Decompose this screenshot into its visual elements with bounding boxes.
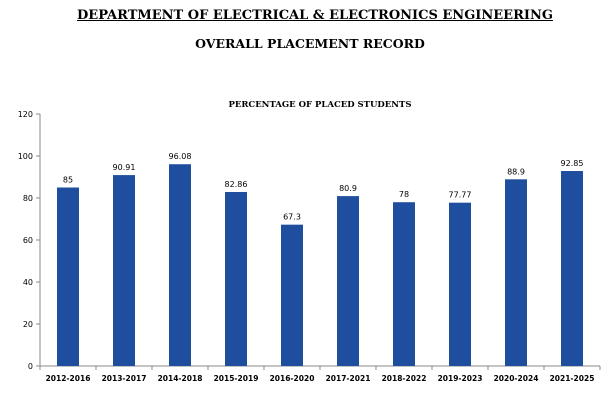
data-label: 96.08: [169, 152, 192, 161]
data-label: 78: [399, 190, 409, 199]
y-tick-label: 60: [23, 236, 33, 245]
data-label: 85: [63, 176, 73, 185]
data-label: 67.3: [283, 213, 301, 222]
bar-2017-2021: [337, 196, 359, 366]
data-label: 90.91: [113, 163, 136, 172]
x-category-label: 2013-2017: [102, 374, 147, 383]
x-category-label: 2015-2019: [214, 374, 259, 383]
x-category-label: 2012-2016: [46, 374, 91, 383]
y-tick-label: 40: [23, 278, 33, 287]
department-title: DEPARTMENT OF ELECTRICAL & ELECTRONICS E…: [77, 8, 553, 23]
bar-2016-2020: [281, 224, 303, 366]
data-label: 88.9: [507, 167, 525, 176]
x-category-label: 2017-2021: [326, 374, 371, 383]
bar-2020-2024: [505, 179, 527, 366]
bar-2019-2023: [449, 202, 471, 366]
bar-2021-2025: [561, 171, 583, 366]
x-category-label: 2020-2024: [494, 374, 539, 383]
x-category-label: 2018-2022: [382, 374, 427, 383]
data-label: 77.77: [449, 191, 472, 200]
x-category-label: 2014-2018: [158, 374, 203, 383]
x-category-label: 2021-2025: [550, 374, 595, 383]
bar-2014-2018: [169, 164, 191, 366]
data-label: 82.86: [225, 180, 248, 189]
chart-title: PERCENTAGE OF PLACED STUDENTS: [229, 100, 412, 110]
data-label: 92.85: [561, 159, 584, 168]
chart-labels: 85 2012-2016 90.91 2013-2017 96.08 2014-2018 8…: [46, 152, 595, 383]
bar-2015-2019: [225, 191, 247, 366]
bar-2018-2022: [393, 202, 415, 366]
bar-2013-2017: [113, 175, 135, 366]
bar-2012-2016: [57, 187, 79, 366]
x-category-label: 2016-2020: [270, 374, 315, 383]
placement-record-title: OVERALL PLACEMENT RECORD: [195, 36, 425, 51]
chart-bars: [57, 164, 583, 366]
y-tick-label: 80: [23, 194, 33, 203]
data-label: 80.9: [339, 184, 357, 193]
y-tick-label: 100: [18, 152, 33, 161]
x-category-label: 2019-2023: [438, 374, 483, 383]
y-tick-label: 0: [28, 362, 33, 371]
y-tick-label: 20: [23, 320, 33, 329]
y-tick-label: 120: [18, 110, 33, 119]
